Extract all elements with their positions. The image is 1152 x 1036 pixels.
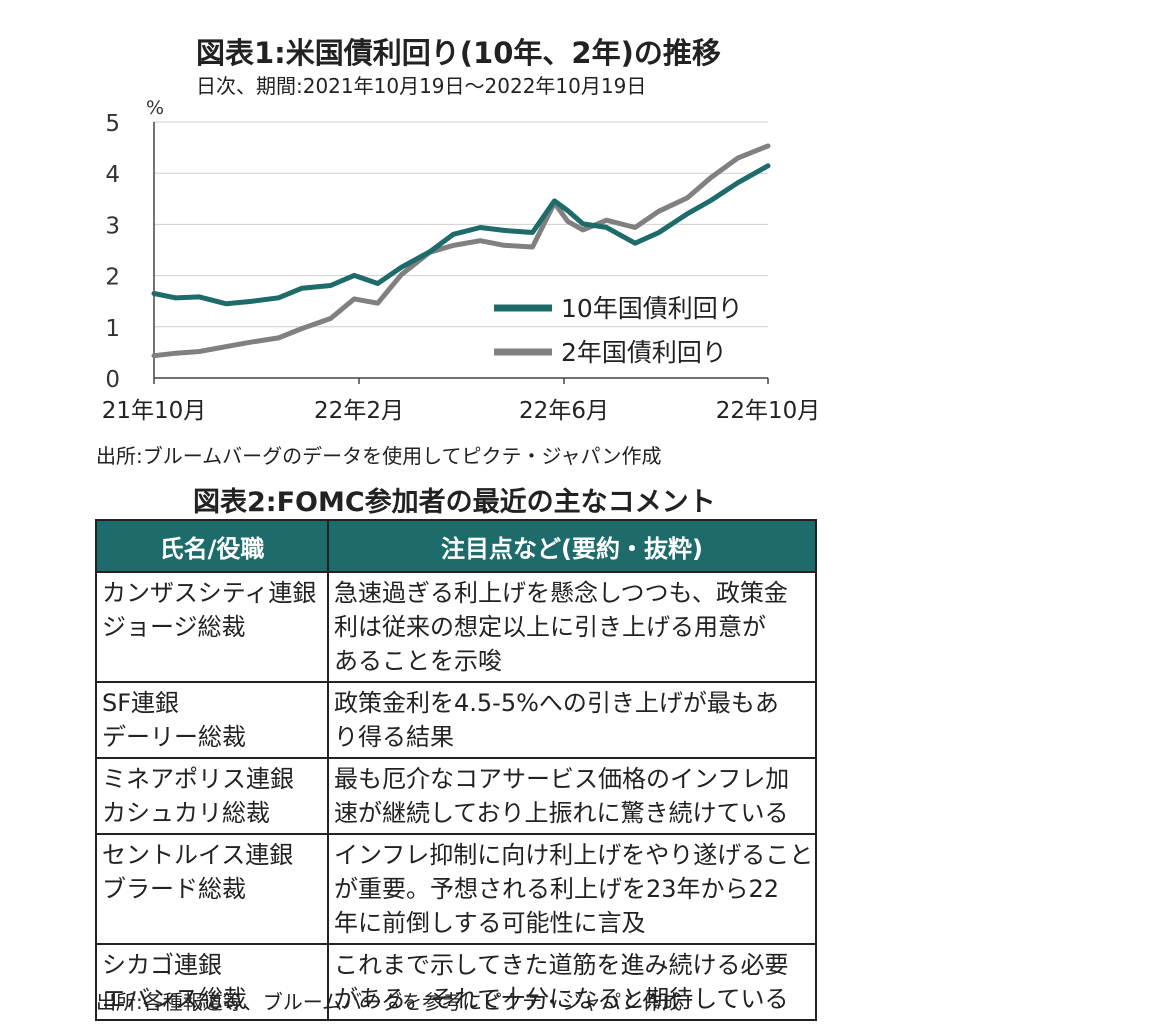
cell-name-title: カンザスシティ連銀 ジョージ総裁 (95, 571, 329, 683)
cell-comment: これまで示してきた道筋を進み続ける必要 がある。それで十分になると期待している (327, 943, 817, 1021)
cell-name-title: SF連銀デーリー総裁 (95, 681, 329, 759)
name-line: ミネアポリス連銀 (102, 765, 294, 793)
table-row: ミネアポリス連銀 カシュカリ総裁 最も厄介なコアサービス価格のインフレ加 速が継続して… (95, 757, 817, 835)
name-line: デーリー総裁 (102, 723, 246, 751)
comment-line: り得る結果 (334, 723, 454, 751)
table-row: セントルイス連銀 ブラード総裁 インフレ抑制に向け利上げをやり遂げること が重要。予想… (95, 833, 817, 945)
comment-line: 政策金利を4.5-5%への引き上げが最もあ (334, 689, 779, 717)
table-header-row: 氏名/役職 注目点など(要約・抜粋) (95, 519, 817, 573)
series-line (151, 143, 771, 359)
y-tick-label: 1 (105, 316, 120, 342)
name-line: カンザスシティ連銀 (102, 579, 317, 607)
header-name-title: 氏名/役職 (95, 519, 329, 573)
name-line: シカゴ連銀 (102, 951, 222, 979)
x-tick-label: 22年6月 (519, 398, 609, 424)
table-row: SF連銀 デーリー総裁 政策金利を4.5-5%への引き上げが最もあ り得る結果 (95, 681, 817, 759)
comment-line: 最も厄介なコアサービス価格のインフレ加 (334, 765, 790, 793)
name-line: カシュカリ総裁 (102, 799, 270, 827)
name-line: ブラード総裁 (102, 875, 246, 903)
cell-name-title: セントルイス連銀 ブラード総裁 (95, 833, 329, 945)
x-tick-label: 21年10月 (102, 398, 207, 424)
y-tick-label: 5 (105, 111, 120, 137)
comment-line: 利は従来の想定以上に引き上げる用意が (334, 613, 766, 641)
comment-line: が重要。予想される利上げを23年から22 (334, 875, 780, 903)
name-line: エバンス総裁 (102, 985, 247, 1013)
cell-name-title: シカゴ連銀エバンス総裁 (95, 943, 329, 1021)
table-source-note: 出所:各種報道等、ブルームバーグを参考にピクテ・ジャパン作成 (96, 990, 683, 1014)
comment-line: 年に前倒しする可能性に言及 (334, 909, 646, 937)
yield-line-chart: 0 1 2 3 4 5% 21年10月 22年2月 22年6月 22年10月 10年国債利回り 2年国… (102, 97, 821, 424)
y-tick-label: 2 (105, 265, 120, 291)
cell-name-title: ミネアポリス連銀 カシュカリ総裁 (95, 757, 329, 835)
comment-line: 急速過ぎる利上げを懸念しつつも、政策金 (334, 579, 788, 607)
y-tick-label: 0 (105, 367, 120, 393)
chart-source-note: 出所:ブルームバーグのデータを使用してピクテ・ジャパン作成 (96, 444, 662, 468)
x-tick-label: 22年2月 (314, 398, 404, 424)
comment-line: あることを示唆 (334, 647, 502, 675)
chart-subtitle: 日次、期間:2021年10月19日〜2022年10月19日 (196, 74, 647, 98)
legend-label: 2年国債利回り (561, 338, 727, 367)
table-row: シカゴ連銀 エバンス総裁 これまで示してきた道筋を進み続ける必要 がある。それで十分に… (95, 943, 817, 1021)
comment-line: がある。それで十分になると期待している (334, 985, 789, 1013)
table-row: カンザスシティ連銀 ジョージ総裁 急速過ぎる利上げを懸念しつつも、政策金 利は従来の想… (95, 571, 817, 683)
fomc-comments-table: 氏名/役職 注目点など(要約・抜粋) カンザスシティ連銀 ジョージ総裁 急速過ぎる利… (95, 519, 817, 1021)
cell-comment: 政策金利を4.5-5%への引き上げが最もあ り得る結果 (327, 681, 817, 759)
cell-comment: 最も厄介なコアサービス価格のインフレ加 速が継続しており上振れに驚き続けている (327, 757, 817, 835)
chart-title: 図表1:米国債利回り(10年、2年)の推移 (196, 36, 721, 70)
name-line: SF連銀 (102, 689, 180, 717)
x-tick-label: 22年10月 (716, 398, 821, 424)
table-title: 図表2:FOMC参加者の最近の主なコメント (193, 487, 716, 518)
y-tick-label: 4 (105, 162, 120, 188)
name-line: セントルイス連銀 (102, 841, 294, 869)
y-tick-label: 3 (105, 213, 120, 239)
cell-comment: 急速過ぎる利上げを懸念しつつも、政策金 利は従来の想定以上に引き上げる用意が あるこ… (327, 571, 817, 683)
cell-comment: インフレ抑制に向け利上げをやり遂げること が重要。予想される利上げを23年から22… (327, 833, 817, 945)
name-line: ジョージ総裁 (102, 613, 246, 641)
series-line (151, 163, 771, 307)
comment-line: 速が継続しており上振れに驚き続けている (334, 799, 789, 827)
y-axis-unit: % (146, 97, 164, 119)
legend-label: 10年国債利回り (561, 294, 743, 323)
header-comment: 注目点など(要約・抜粋) (327, 519, 817, 573)
comment-line: インフレ抑制に向け利上げをやり遂げること (334, 841, 814, 869)
comment-line: これまで示してきた道筋を進み続ける必要 (334, 951, 789, 979)
